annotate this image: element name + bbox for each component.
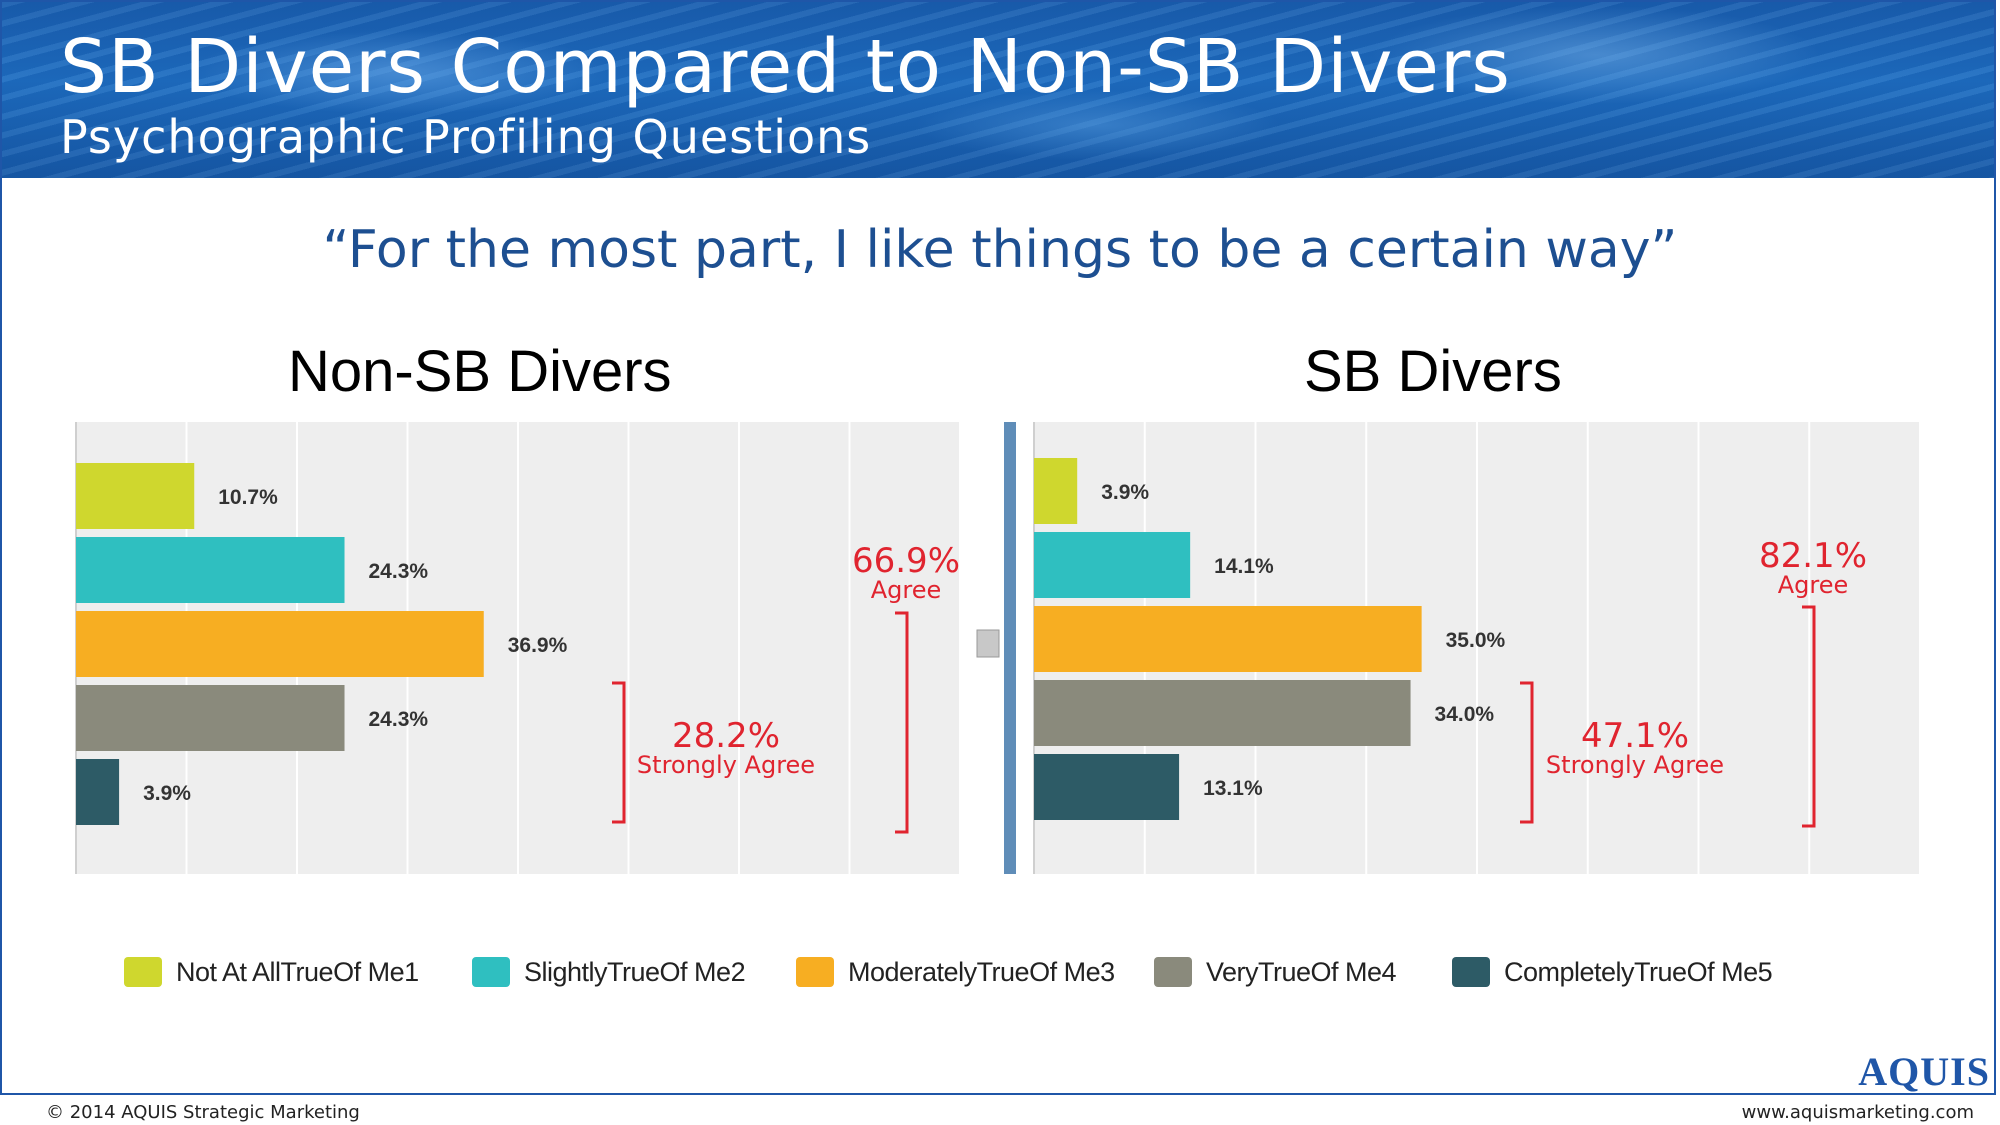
legend-item-4: VeryTrueOf Me4 bbox=[1154, 952, 1397, 992]
bar-1 bbox=[76, 463, 195, 529]
divider-bar bbox=[1004, 422, 1016, 874]
legend-swatch-3 bbox=[796, 957, 834, 987]
data-label-5: 13.1% bbox=[1203, 777, 1263, 800]
legend-label-2: SlightlyTrueOf Me2 bbox=[524, 956, 746, 987]
legend-swatch-1 bbox=[124, 957, 162, 987]
bracket bbox=[1520, 681, 1534, 824]
slide-subtitle: Psychographic Profiling Questions bbox=[60, 110, 872, 164]
strongly-agree-value: 47.1% bbox=[1581, 716, 1689, 756]
footer-website[interactable]: www.aquismarketing.com bbox=[1741, 1102, 1974, 1123]
legend: Not At AllTrueOf Me1 SlightlyTrueOf Me2 … bbox=[124, 952, 1884, 992]
data-label-2: 14.1% bbox=[1214, 555, 1274, 578]
bar-3 bbox=[1034, 606, 1422, 672]
data-label-3: 36.9% bbox=[508, 634, 568, 657]
slide-title: SB Divers Compared to Non-SB Divers bbox=[60, 24, 1511, 110]
slide-frame bbox=[0, 0, 1996, 1095]
legend-label-1: Not At AllTrueOf Me1 bbox=[176, 956, 419, 987]
chart-non-sb-divers: 10.7% 24.3% 36.9% 24.3% 3.9% 28.2%Strongly Ag… bbox=[75, 422, 961, 874]
legend-swatch-5 bbox=[1452, 957, 1490, 987]
bar-1 bbox=[1034, 458, 1078, 524]
agree-value: 82.1% bbox=[1759, 536, 1867, 576]
agree-label: Agree bbox=[1778, 571, 1849, 599]
data-label-2: 24.3% bbox=[369, 560, 429, 583]
aquis-logo: AQUIS bbox=[1858, 1049, 1990, 1094]
chart-sb-divers: 3.9% 14.1% 35.0% 34.0% 13.1% 47.1%Strongly Ag… bbox=[1033, 422, 1921, 874]
legend-label-4: VeryTrueOf Me4 bbox=[1206, 956, 1397, 987]
bar-2 bbox=[76, 537, 345, 603]
agree-value: 66.9% bbox=[852, 541, 960, 581]
bar-5 bbox=[76, 759, 120, 825]
bar-5 bbox=[1034, 754, 1180, 820]
data-label-3: 35.0% bbox=[1446, 629, 1506, 652]
data-label-1: 10.7% bbox=[218, 486, 278, 509]
header-banner: SB Divers Compared to Non-SB Divers Psyc… bbox=[2, 2, 1994, 178]
legend-item-5: CompletelyTrueOf Me5 bbox=[1452, 952, 1773, 992]
divider-handle[interactable] bbox=[976, 629, 1000, 658]
legend-swatch-2 bbox=[472, 957, 510, 987]
agree-label: Agree bbox=[871, 576, 942, 604]
legend-item-1: Not At AllTrueOf Me1 bbox=[124, 952, 419, 992]
data-label-4: 24.3% bbox=[369, 708, 429, 731]
bracket bbox=[612, 681, 626, 824]
data-label-5: 3.9% bbox=[143, 782, 191, 805]
strongly-agree-label: Strongly Agree bbox=[637, 751, 815, 779]
data-label-1: 3.9% bbox=[1101, 481, 1149, 504]
data-label-4: 34.0% bbox=[1435, 703, 1495, 726]
legend-item-2: SlightlyTrueOf Me2 bbox=[472, 952, 746, 992]
legend-label-5: CompletelyTrueOf Me5 bbox=[1504, 956, 1773, 987]
bar-3 bbox=[76, 611, 484, 677]
footer-copyright: © 2014 AQUIS Strategic Marketing bbox=[46, 1102, 360, 1123]
chart-title-non-sb: Non-SB Divers bbox=[288, 339, 672, 404]
bar-4 bbox=[1034, 680, 1411, 746]
panel-divider bbox=[976, 422, 1016, 874]
strongly-agree-value: 28.2% bbox=[672, 716, 780, 756]
bar-4 bbox=[76, 685, 345, 751]
chart-title-sb: SB Divers bbox=[1304, 339, 1562, 404]
bracket bbox=[895, 611, 909, 834]
legend-item-3: ModeratelyTrueOf Me3 bbox=[796, 952, 1115, 992]
legend-label-3: ModeratelyTrueOf Me3 bbox=[848, 956, 1115, 987]
bar-2 bbox=[1034, 532, 1191, 598]
legend-swatch-4 bbox=[1154, 957, 1192, 987]
bracket bbox=[1802, 605, 1816, 828]
survey-question: “For the most part, I like things to be … bbox=[322, 220, 1678, 280]
strongly-agree-label: Strongly Agree bbox=[1546, 751, 1724, 779]
